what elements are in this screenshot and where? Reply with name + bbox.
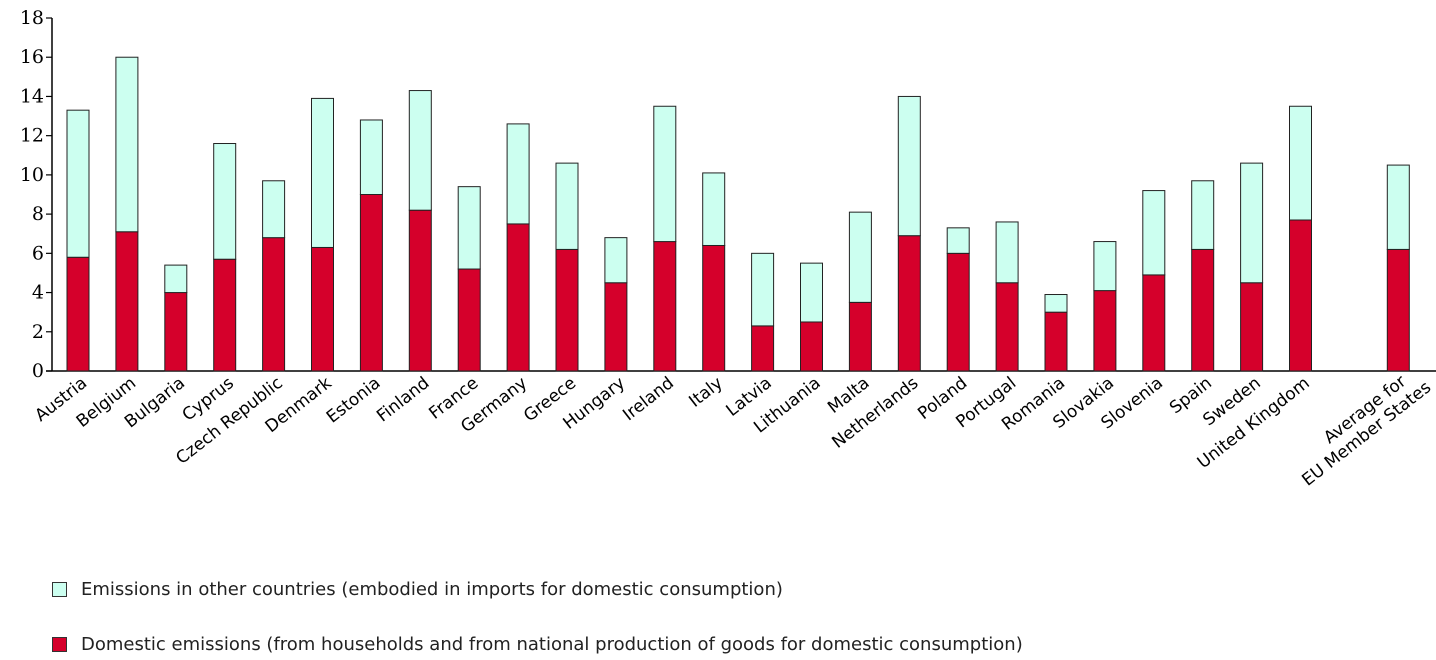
bar-imports xyxy=(702,172,726,246)
bar-domestic xyxy=(604,282,628,372)
bar-imports xyxy=(653,105,677,243)
y-tick-label: 0 xyxy=(32,360,44,382)
y-tick-label: 6 xyxy=(32,242,44,264)
bar-imports xyxy=(506,123,530,225)
bar-domestic xyxy=(1191,248,1215,372)
legend-label-domestic: Domestic emissions (from households and … xyxy=(81,634,1023,655)
bar-imports xyxy=(457,186,481,270)
bar-domestic xyxy=(1289,219,1312,372)
bar-domestic xyxy=(408,209,432,372)
bar-imports xyxy=(66,109,90,258)
bar-imports xyxy=(164,264,188,294)
bar-domestic xyxy=(848,301,872,372)
y-tick-label: 2 xyxy=(32,321,44,343)
bar-imports xyxy=(408,90,432,211)
x-tick-label: EU Member States xyxy=(1298,377,1435,490)
bar-imports xyxy=(359,119,383,195)
y-tick-label: 10 xyxy=(20,164,44,186)
bar-domestic xyxy=(800,321,823,372)
legend-swatch-domestic xyxy=(52,637,67,652)
bar-imports xyxy=(604,237,628,284)
bar-imports xyxy=(751,252,775,327)
bar-imports xyxy=(1386,164,1410,250)
bar-imports xyxy=(800,262,823,323)
bar-imports xyxy=(848,211,872,303)
bar-imports xyxy=(1093,241,1117,292)
legend-swatch-imports xyxy=(52,582,67,597)
bar-domestic xyxy=(995,282,1019,372)
x-tick-label: Italy xyxy=(685,373,726,411)
bar-imports xyxy=(311,97,334,248)
bar-domestic xyxy=(702,244,726,372)
x-tick-label: Estonia xyxy=(323,373,385,427)
stacked-bar-chart: 0 2 4 6 8 10 12 14 16 18 AustriaBelgiumBulgariaCy… xyxy=(20,7,1436,491)
bar-domestic xyxy=(506,223,530,372)
bar-domestic xyxy=(164,292,188,372)
bar-domestic xyxy=(213,258,237,372)
bars xyxy=(66,56,1410,372)
bar-imports xyxy=(897,95,921,237)
y-tick-label: 14 xyxy=(20,85,44,107)
bar-domestic xyxy=(946,252,970,372)
bar-imports xyxy=(946,227,970,254)
bar-domestic xyxy=(1142,274,1166,372)
bar-domestic xyxy=(1093,290,1117,372)
y-tick-label: 4 xyxy=(32,282,44,304)
bar-domestic xyxy=(751,325,775,372)
legend-item-domestic: Domestic emissions (from households and … xyxy=(52,634,1023,655)
bar-domestic xyxy=(311,246,334,372)
bar-imports xyxy=(1044,294,1068,313)
x-tick-label: Finland xyxy=(373,373,433,426)
y-tick-label: 12 xyxy=(20,125,44,147)
bar-imports xyxy=(1142,190,1166,276)
bar-domestic xyxy=(897,235,921,372)
bar-domestic xyxy=(359,194,383,372)
bar-domestic xyxy=(653,241,677,372)
bar-domestic xyxy=(1386,248,1410,372)
bar-imports xyxy=(1289,105,1312,221)
legend-label-imports: Emissions in other countries (embodied i… xyxy=(81,579,783,600)
y-tick-label: 16 xyxy=(20,46,44,68)
x-tick-label: Ireland xyxy=(619,373,678,425)
bar-domestic xyxy=(555,248,579,372)
bar-domestic xyxy=(457,268,481,372)
bar-domestic xyxy=(1044,311,1068,372)
bar-imports xyxy=(1240,162,1264,284)
bar-imports xyxy=(555,162,579,250)
bar-imports xyxy=(262,180,286,239)
bar-imports xyxy=(1191,180,1215,250)
bar-domestic xyxy=(262,237,286,372)
bar-domestic xyxy=(66,256,90,372)
bar-domestic xyxy=(1240,282,1264,372)
y-tick-label: 8 xyxy=(32,203,44,225)
bar-imports xyxy=(115,56,139,233)
bar-domestic xyxy=(115,231,139,372)
bar-imports xyxy=(995,221,1019,284)
y-tick-label: 18 xyxy=(20,7,44,29)
bar-imports xyxy=(213,143,237,260)
legend-item-imports: Emissions in other countries (embodied i… xyxy=(52,579,783,600)
